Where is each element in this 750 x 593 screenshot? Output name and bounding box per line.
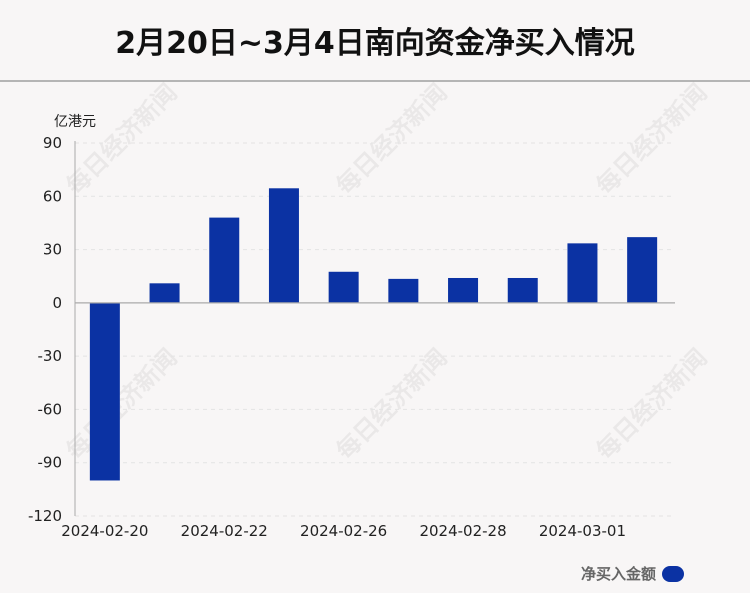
- y-tick-label: -90: [38, 454, 63, 472]
- y-tick-label: -60: [38, 400, 63, 418]
- chart-title: 2月20日~3月4日南向资金净买入情况: [115, 26, 635, 61]
- bar-2024-02-20: [89, 302, 120, 481]
- y-tick-label: -30: [38, 347, 63, 365]
- y-tick-label: 30: [43, 241, 62, 259]
- y-axis-unit-label: 亿港元: [54, 114, 96, 130]
- bar-2024-02-22: [209, 217, 240, 303]
- bar-2024-03-01: [567, 243, 598, 303]
- bar-2024-02-21: [149, 283, 180, 303]
- bar-2024-02-29: [507, 277, 538, 303]
- y-tick-label: 60: [43, 187, 62, 205]
- bar-2024-02-28: [448, 277, 479, 303]
- bar-2024-03-04: [627, 237, 658, 303]
- bar-2024-02-26: [328, 271, 359, 303]
- x-tick-label: 2024-02-20: [61, 522, 148, 540]
- bar-2024-02-27: [388, 278, 419, 303]
- x-tick-label: 2024-03-01: [539, 522, 626, 540]
- title-divider: [0, 80, 750, 82]
- y-tick-label: -120: [28, 507, 62, 525]
- legend-label: 净买入金额: [580, 565, 656, 583]
- bar-2024-02-23: [268, 188, 299, 303]
- x-tick-label: 2024-02-26: [300, 522, 387, 540]
- legend: 净买入金额: [581, 563, 684, 584]
- x-tick-label: 2024-02-22: [181, 522, 268, 540]
- x-tick-label: 2024-02-28: [419, 522, 506, 540]
- y-tick-label: 90: [43, 134, 62, 152]
- y-tick-label: 0: [52, 294, 62, 312]
- legend-swatch: [662, 565, 684, 582]
